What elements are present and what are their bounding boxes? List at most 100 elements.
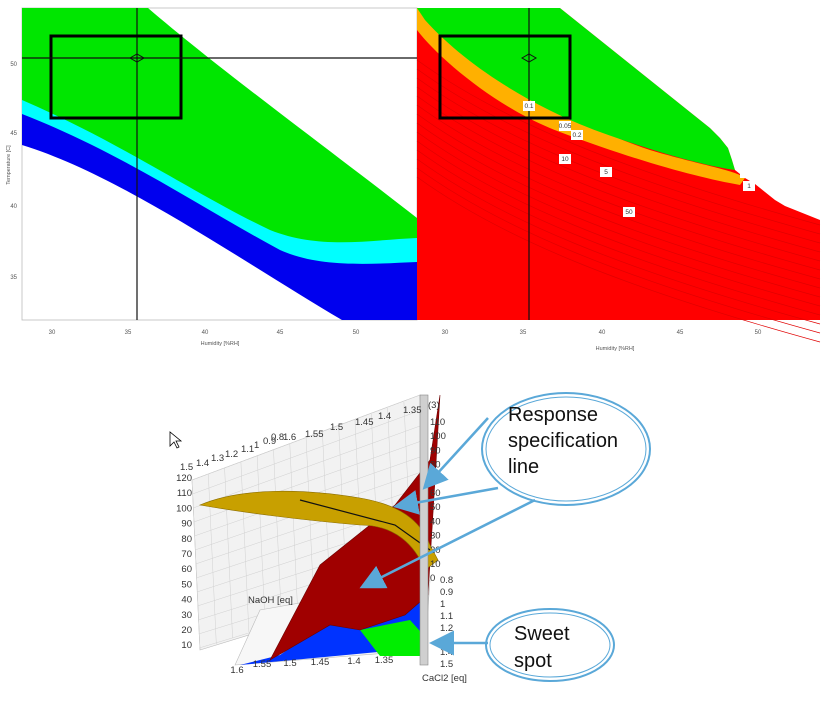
- contour-label-text: 5: [604, 169, 608, 176]
- surface-z-tick-right: 30: [430, 531, 441, 542]
- surface-green-sweet-spot: [360, 620, 428, 656]
- surface-back-row-label: 1.5: [330, 422, 343, 433]
- contour-label-text: 0.05: [559, 123, 572, 130]
- left-x-tick: 40: [202, 330, 209, 336]
- left-x-tick: 45: [277, 330, 284, 336]
- surface-back-row-label: 0.9: [263, 436, 276, 447]
- grid-line: [224, 467, 233, 639]
- surface-top-right-tick: (3): [428, 400, 440, 411]
- surface-back-row-label: 1.1: [241, 444, 254, 455]
- surface-z-tick-right: 90: [430, 445, 441, 456]
- contour-label: 5: [600, 167, 612, 177]
- contour-label: 50: [623, 207, 635, 217]
- surface-front-row-label: 1.35: [375, 655, 394, 666]
- surface-back-row-label: 1.6: [283, 432, 296, 443]
- contour-label-text: 50: [625, 209, 633, 216]
- surface-front-row-label: 1.45: [311, 657, 330, 668]
- grid-line: [193, 425, 421, 509]
- surface-z-tick-right: 50: [430, 502, 441, 513]
- right-selection-box: [438, 34, 572, 120]
- red-contour-line: [416, 113, 821, 280]
- surface-z-tick-left: 50: [181, 579, 192, 590]
- left-xlabel: Humidity [%RH]: [201, 341, 240, 347]
- red-contour-line: [416, 86, 821, 253]
- red-contour-line: [416, 176, 821, 343]
- red-contour-line: [416, 59, 821, 226]
- surface-right-row-label: 1.5: [440, 659, 453, 670]
- red-contour-line: [416, 68, 821, 235]
- sweet-callout-line2: spot: [514, 650, 552, 672]
- surface-right-row-label: 1.4: [440, 647, 453, 658]
- response-callout-line3: line: [508, 456, 539, 478]
- red-contour-line: [416, 149, 821, 316]
- surface-z-tick-right: 10: [430, 559, 441, 570]
- red-contour-line: [416, 167, 821, 334]
- surface-z-tick-left: 120: [176, 473, 192, 484]
- grid-line: [192, 410, 421, 495]
- surface-z-tick-right: 110: [430, 417, 445, 428]
- response-callout: Response specification line: [359, 392, 651, 589]
- left-y-tick: 35: [10, 275, 17, 281]
- left-y-tick: 50: [10, 62, 17, 68]
- grid-line: [273, 449, 282, 621]
- right-x-tick: 40: [599, 330, 606, 336]
- contour-label: 0.1: [523, 101, 535, 111]
- surface-z-tick-right: 60: [430, 488, 441, 499]
- surface-front-row-label: 1.5: [283, 658, 296, 669]
- naoh-axis-label: NaOH [eq]: [248, 595, 293, 606]
- surface-back-row-label: 1.55: [305, 429, 324, 440]
- surface-back-row-label: 1.45: [355, 417, 374, 428]
- red-contour-line: [416, 131, 821, 298]
- surface-z-tick-left: 60: [181, 564, 192, 575]
- red-contour-line: [416, 104, 821, 271]
- contour-label: 1: [743, 181, 755, 191]
- surface-z-tick-left: 30: [181, 610, 192, 621]
- left-selection-box: [49, 34, 183, 120]
- surface-back-row-label: 1.4: [196, 458, 209, 469]
- surface-z-tick-left: 10: [181, 640, 192, 651]
- grid-line: [191, 394, 421, 481]
- surface-back-row-label: 1.2: [225, 449, 238, 460]
- surface-back-row-label: 1.5: [180, 462, 193, 473]
- surface-z-tick-left: 40: [181, 595, 192, 606]
- surface-z-tick-right: 40: [430, 516, 441, 527]
- cacl2-axis-label: CaCl2 [eq]: [422, 673, 467, 684]
- grid-line: [240, 461, 250, 633]
- surface-spec-line: [299, 499, 431, 551]
- surface-back-row-label: 1.3: [211, 453, 224, 464]
- red-contour-line: [416, 158, 821, 325]
- surface-right-row-label: 0.9: [440, 587, 453, 598]
- response-callout-line2: specification: [508, 430, 618, 452]
- left-cyan-region: [22, 98, 417, 264]
- grid-line: [256, 455, 266, 627]
- surface-z-tick-left: 110: [177, 488, 192, 499]
- surface-right-row-label: 1.3: [440, 635, 453, 646]
- left-x-tick: 35: [125, 330, 132, 336]
- surface-back-row-label: 0.8: [271, 432, 284, 443]
- surface-gold-surface: [198, 490, 439, 571]
- surface-front-row-label: 1.4: [347, 656, 360, 667]
- contour-label-text: 10: [561, 156, 569, 163]
- red-contour-line: [416, 140, 821, 307]
- grid-line: [289, 443, 299, 615]
- left-contour-plot: 30 35 40 45 50 35 40 45 50 Humidity [%RH] Tempe…: [6, 7, 418, 347]
- surface-back-row-label: 1.35: [403, 405, 422, 416]
- left-y-tick: 40: [10, 204, 17, 210]
- contour-label: 0.05: [559, 121, 572, 131]
- left-x-tick: 50: [353, 330, 360, 336]
- red-contour-line: [416, 95, 821, 262]
- left-ylabel: Temperature [C]: [6, 145, 12, 185]
- surface-right-row-label: 1.2: [440, 623, 453, 634]
- surface-z-tick-right: 100: [430, 431, 446, 442]
- contour-label: 10: [559, 154, 571, 164]
- surface-z-tick-left: 70: [181, 549, 192, 560]
- surface-right-row-label: 1: [440, 599, 445, 610]
- surface-z-tick-right: 80: [430, 460, 441, 471]
- response-callout-line1: Response: [508, 404, 598, 426]
- surface-z-tick-left: 100: [176, 503, 192, 514]
- left-y-tick: 45: [10, 131, 17, 137]
- sweet-spot-callout: Sweet spot: [429, 608, 615, 682]
- left-x-tick: 30: [49, 330, 56, 336]
